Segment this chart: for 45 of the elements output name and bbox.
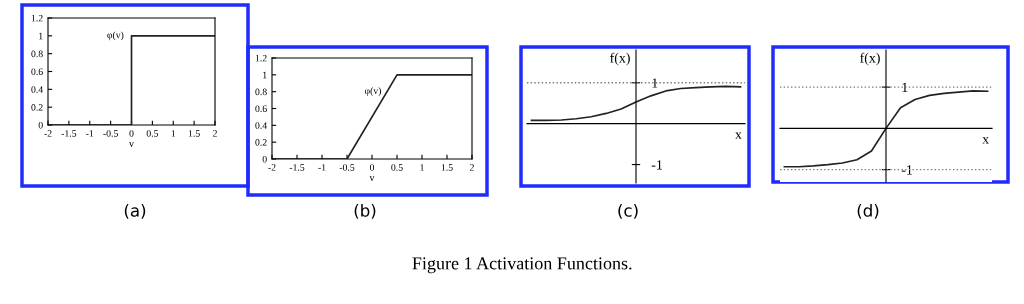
x-axis-title: x <box>735 132 742 139</box>
annotation: φ(v) <box>364 87 382 97</box>
x-tick-label: 2 <box>470 164 474 171</box>
annotation: φ(v) <box>107 31 124 41</box>
x-tick-label: 0.5 <box>146 130 159 137</box>
x-tick-label: -1.5 <box>61 130 77 137</box>
x-tick-label: 2 <box>213 130 217 137</box>
x-axis-title: x <box>982 137 989 144</box>
y-tick-label: 0.4 <box>31 86 43 93</box>
x-tick-label: -0.5 <box>339 164 355 171</box>
y-tick-label: 0.6 <box>31 68 43 76</box>
text: (d) <box>857 203 879 219</box>
x-tick-label: -1 <box>318 164 326 171</box>
y-tick-label: 0.2 <box>255 139 267 146</box>
text: (a) <box>124 203 146 219</box>
x-tick-label: -1.5 <box>289 164 305 171</box>
x-tick-label: 0 <box>129 130 134 137</box>
y-tick-label: 1 <box>39 32 43 40</box>
y-tick-label: 0.4 <box>255 122 267 129</box>
x-tick-label: 0.5 <box>391 164 403 171</box>
x-tick-label: 0 <box>369 164 375 171</box>
y-tick-label: 1.2 <box>31 14 43 22</box>
x-tick-label: -0.5 <box>103 130 118 137</box>
caption: Figure 1 Activation Functions. <box>412 257 632 274</box>
y-tick-label: 0.8 <box>255 88 267 96</box>
y-tick-label: 0 <box>262 155 267 163</box>
x-axis-title: v <box>129 142 134 147</box>
text: (b) <box>354 203 376 219</box>
x-tick-label: 1 <box>420 164 424 171</box>
text: (c) <box>618 203 638 219</box>
x-axis-title: v <box>369 176 375 181</box>
x-tick-label: 1.5 <box>441 164 453 171</box>
x-tick-label: 1.5 <box>188 130 200 137</box>
y-tick-label: 1 <box>263 71 267 79</box>
x-tick-label: 1 <box>171 130 176 137</box>
x-tick-label: -2 <box>268 164 276 171</box>
y-tick-label: 1.2 <box>255 54 267 62</box>
y-axis-title: f(x) <box>610 52 630 66</box>
y-tick-label: 0.8 <box>31 50 43 58</box>
y-tick-label: 0.6 <box>255 105 267 113</box>
x-tick-label: -2 <box>44 130 52 137</box>
y-tick-label: 0.2 <box>31 104 43 111</box>
y-tick-label: 0 <box>38 121 43 129</box>
y-axis-title: f(x) <box>860 52 880 66</box>
x-tick-label: -1 <box>86 130 94 137</box>
